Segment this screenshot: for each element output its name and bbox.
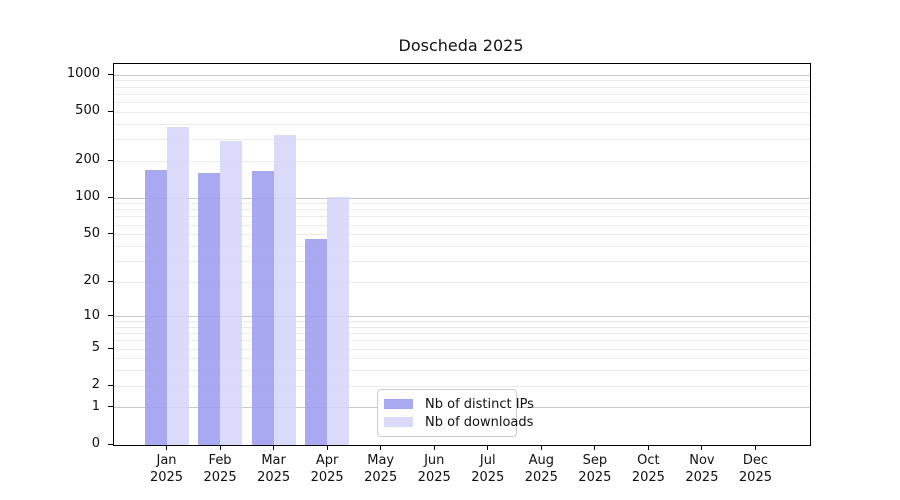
legend-swatch-downloads [384,417,413,427]
gridline-minor [114,358,810,360]
gridline-minor [114,281,810,283]
x-tick [540,445,542,450]
y-tick-label: 5 [91,340,100,356]
y-tick-label: 500 [75,103,100,119]
x-tick [166,445,168,450]
y-tick [108,443,113,445]
gridline-minor [114,102,810,104]
y-tick-label: 1000 [66,66,100,82]
gridline-minor [114,203,810,205]
x-tick-label: Jul 2025 [471,453,505,485]
x-tick-label: Apr 2025 [310,453,344,485]
y-tick [108,110,113,112]
x-tick [273,445,275,450]
bar-distinct-ips [251,170,274,445]
x-tick-label: May 2025 [364,453,398,485]
y-tick-label: 2 [91,377,100,393]
gridline-minor [114,340,810,342]
y-tick-label: 50 [83,225,100,241]
x-tick [433,445,435,450]
y-tick-label: 100 [75,189,100,205]
x-tick-label: Nov 2025 [685,453,719,485]
legend: Nb of distinct IPs Nb of downloads [377,389,534,437]
gridline-minor [114,216,810,218]
gridline-minor [114,385,810,387]
y-tick [108,233,113,235]
y-tick [108,384,113,386]
gridline-minor [114,234,810,236]
gridline-minor [114,86,810,88]
x-tick-label: Jun 2025 [417,453,451,485]
gridline-major [114,74,810,76]
y-tick-label: 20 [83,273,100,289]
y-tick [108,159,113,161]
gridline-minor [114,326,810,328]
gridline-minor [114,123,810,125]
y-tick-label: 10 [83,307,100,323]
y-tick [108,406,113,408]
x-tick-label: Feb 2025 [203,453,237,485]
gridline-minor [114,224,810,226]
bar-downloads [220,141,243,445]
gridline-minor [114,209,810,211]
y-tick-label: 200 [75,152,100,168]
gridline-minor [114,245,810,247]
bar-distinct-ips [198,172,221,445]
x-tick [326,445,328,450]
y-tick [108,196,113,198]
x-tick-label: Jan 2025 [149,453,184,485]
gridline-minor [114,333,810,335]
x-tick [380,445,382,450]
bar-downloads [273,134,296,445]
x-tick [647,445,649,450]
x-tick [701,445,703,450]
gridline-major [114,316,810,318]
y-tick [108,315,113,317]
x-tick-label: Dec 2025 [738,453,772,485]
x-tick [594,445,596,450]
y-tick-label: 0 [91,436,100,451]
chart-title: Doscheda 2025 [398,36,524,55]
x-tick-label: Mar 2025 [257,453,291,485]
legend-item: Nb of distinct IPs [384,395,534,413]
gridline-minor [114,321,810,323]
x-tick-label: Oct 2025 [631,453,665,485]
legend-item: Nb of downloads [384,413,533,431]
y-tick [108,73,113,75]
x-tick-label: Aug 2025 [524,453,558,485]
y-tick [108,280,113,282]
gridline-minor [114,160,810,162]
x-tick [487,445,489,450]
gridline-minor [114,370,810,372]
x-tick [219,445,221,450]
gridline-major [114,197,810,199]
bar-downloads [166,127,189,445]
gridline-minor [114,348,810,350]
gridline-minor [114,111,810,113]
gridline-minor [114,139,810,141]
y-tick-label: 1 [91,398,100,414]
bar-downloads [327,196,350,445]
x-tick [754,445,756,450]
x-tick-label: Sep 2025 [578,453,612,485]
bar-distinct-ips [305,239,328,445]
gridline-minor [114,260,810,262]
gridline-minor [114,80,810,82]
bar-distinct-ips [144,169,167,445]
legend-swatch-distinct-ips [384,399,413,409]
legend-label: Nb of downloads [425,414,534,430]
y-tick [108,347,113,349]
legend-label: Nb of distinct IPs [425,396,534,412]
gridline-minor [114,93,810,95]
